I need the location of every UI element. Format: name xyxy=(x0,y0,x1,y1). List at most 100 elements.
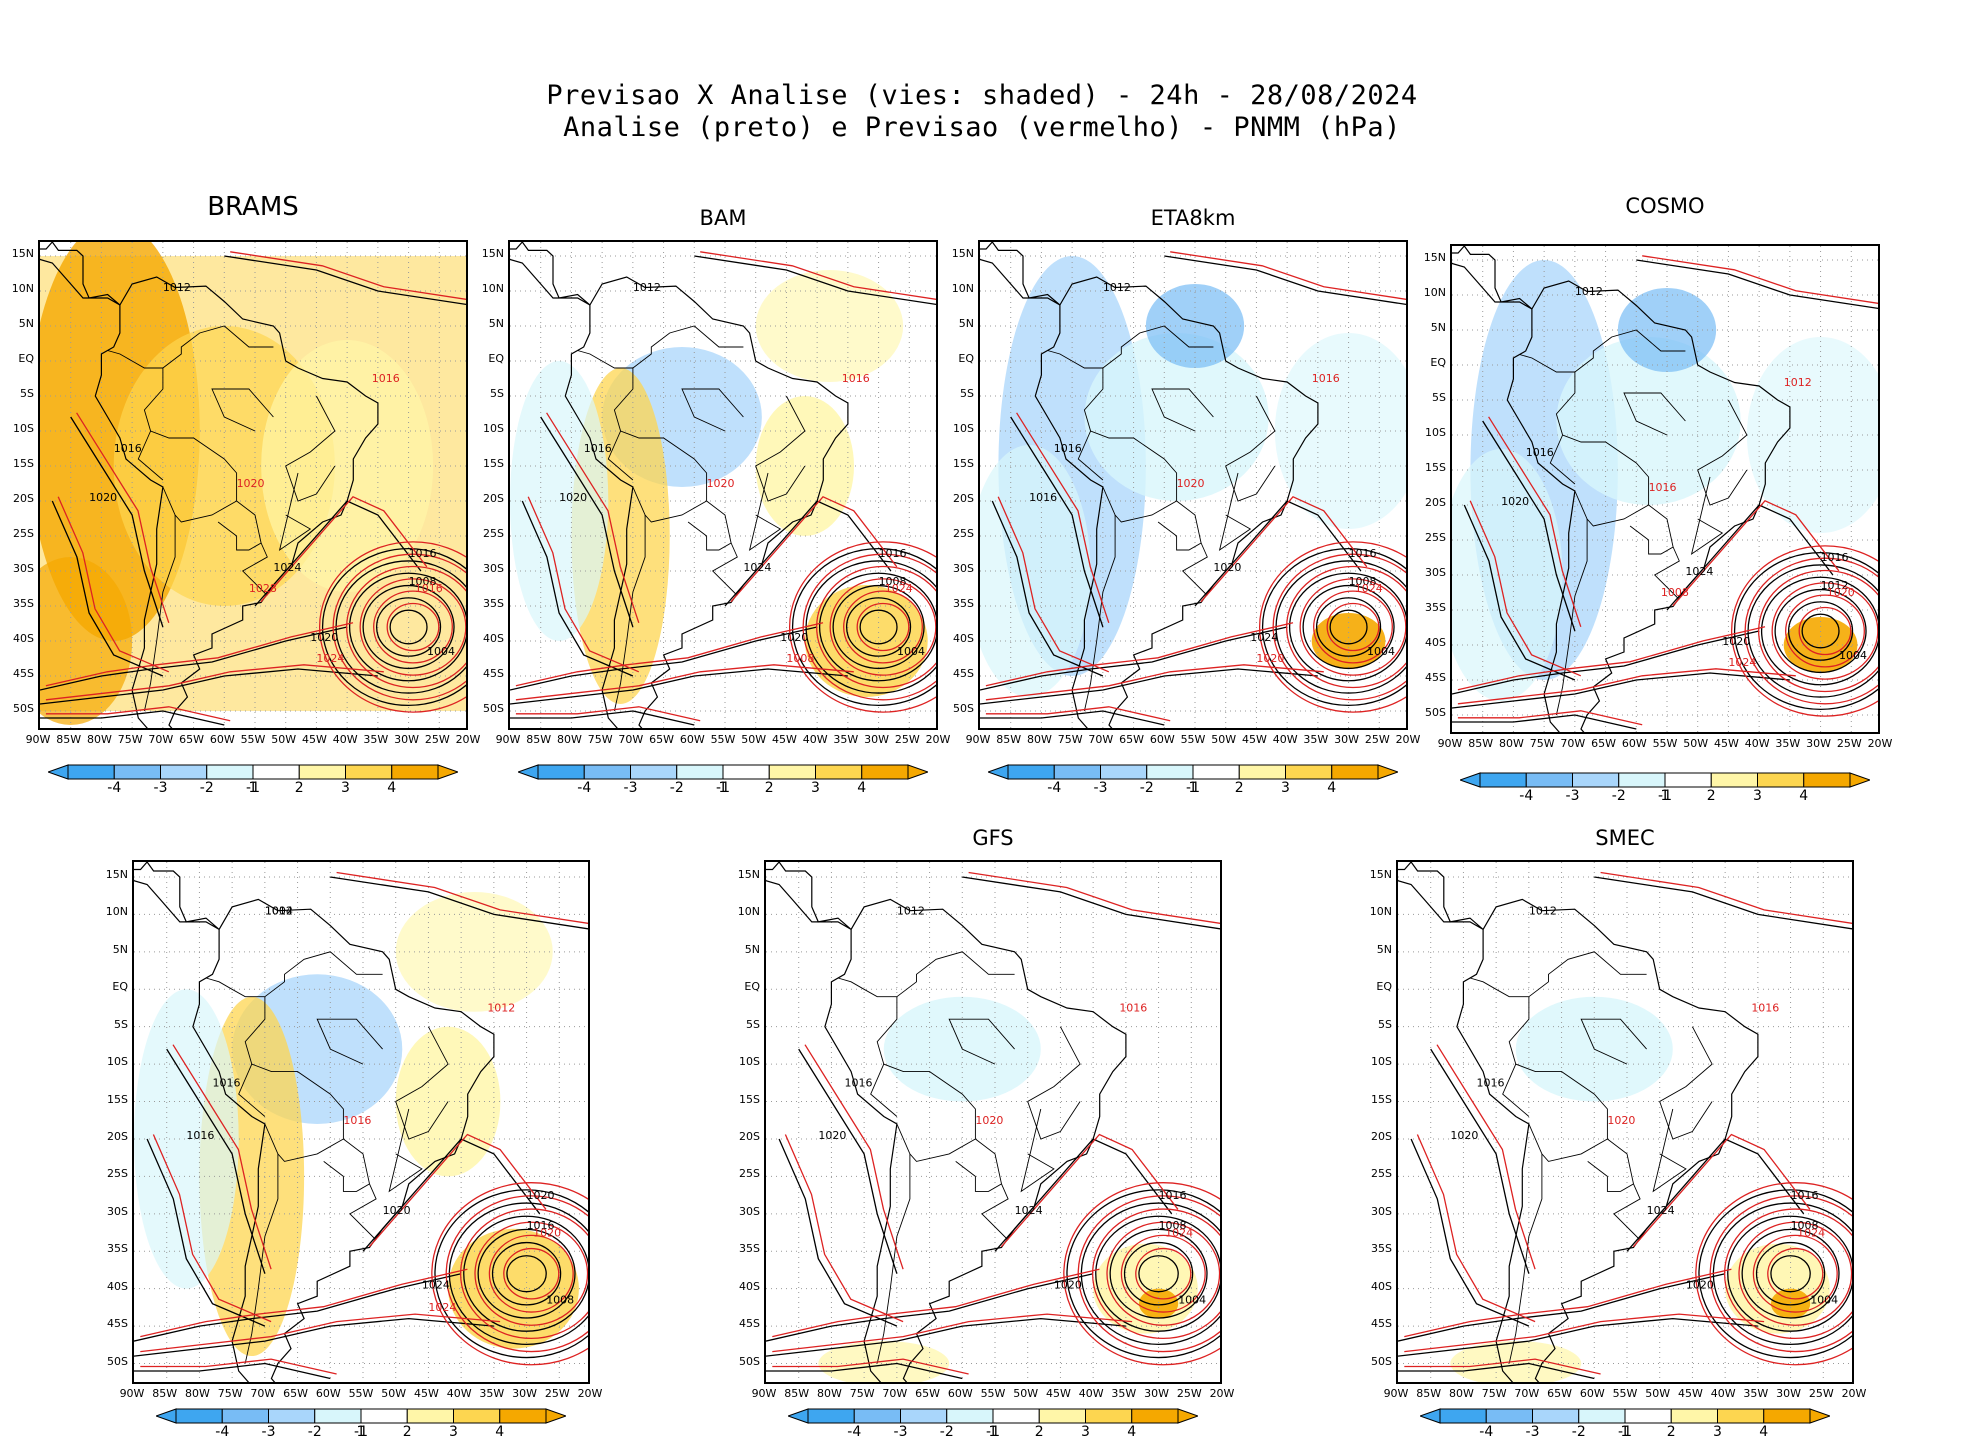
colorbar-swatch xyxy=(345,764,393,780)
lat-label: EQ xyxy=(18,352,34,365)
lat-label: 5S xyxy=(1432,391,1446,404)
lat-label: 25S xyxy=(1425,531,1446,544)
lat-label: 10N xyxy=(737,905,760,919)
lon-label: 80W xyxy=(556,733,582,746)
lat-label: 10S xyxy=(1371,1055,1392,1069)
map-canvas: 1012 1016 1020 1024 1020 1016 1008 1004 1016 1020… xyxy=(766,862,1220,1382)
colorbar-swatch xyxy=(175,1408,223,1424)
colorbar-swatch xyxy=(946,1408,994,1424)
lat-label: 10N xyxy=(951,282,974,295)
isobar-label: 1008 xyxy=(1661,586,1689,599)
lat-label: 40S xyxy=(107,1279,128,1293)
colorbar-arrow-high xyxy=(1177,1408,1200,1424)
forecast-isobars xyxy=(1457,255,1878,726)
lon-label: 85W xyxy=(784,1387,810,1400)
lon-label: 60W xyxy=(209,733,235,746)
lon-label: 75W xyxy=(217,1387,243,1400)
colorbar-swatch xyxy=(206,764,254,780)
lat-label: 50S xyxy=(13,702,34,715)
lon-label: 70W xyxy=(1514,1387,1540,1400)
isobar-label: 1004 xyxy=(1178,1294,1206,1307)
colorbar-arrow-high xyxy=(437,764,460,780)
isobar-label: 1012 xyxy=(633,281,661,294)
colorbar-swatch xyxy=(1618,772,1666,788)
lat-label: 45S xyxy=(739,1317,760,1331)
lon-label: 30W xyxy=(1806,737,1831,750)
isobar-label: 1016 xyxy=(213,1077,241,1090)
lat-label: 35S xyxy=(1425,601,1446,614)
colorbar-arrow-low xyxy=(786,1408,809,1424)
map-canvas: 1012 1016 1020 1024 1020 1016 1008 1004 1016 1020… xyxy=(510,242,936,728)
colorbar-label: -4 xyxy=(1479,1424,1494,1440)
colorbar-swatch xyxy=(1007,764,1055,780)
isobar-label: 1024 xyxy=(1797,1226,1825,1239)
colorbar-label: 2 xyxy=(1234,780,1244,796)
colorbar-swatch xyxy=(1803,772,1851,788)
bias-area xyxy=(1556,337,1741,505)
isobar-label: 1012 xyxy=(265,904,293,917)
lat-label: 15S xyxy=(107,1092,128,1106)
lon-label: 70W xyxy=(1088,733,1114,746)
lon-label: 65W xyxy=(1119,733,1144,746)
colorbar-arrow-low xyxy=(986,764,1009,780)
lon-label: 90W xyxy=(965,733,991,746)
colorbar-label: -1 xyxy=(716,780,730,796)
colorbar-swatch xyxy=(1670,1408,1718,1424)
lon-label: 60W xyxy=(1621,737,1647,750)
colorbar-label: 1 xyxy=(1620,1424,1630,1440)
lon-label: 30W xyxy=(1776,1387,1801,1400)
isobar-label: 1024 xyxy=(1250,631,1278,644)
lat-label: 20S xyxy=(1371,1129,1392,1143)
colorbar-swatch xyxy=(1085,1408,1133,1424)
colorbar-swatch xyxy=(160,764,208,780)
lat-label: 45S xyxy=(1371,1317,1392,1331)
lon-label: 85W xyxy=(1468,737,1494,750)
lat-label: 30S xyxy=(107,1204,128,1218)
bias-area xyxy=(510,361,609,641)
colorbar-arrow-low xyxy=(1458,772,1481,788)
lat-label: 30S xyxy=(1425,566,1446,579)
lat-label: EQ xyxy=(488,352,504,365)
colorbar-arrow-low xyxy=(1418,1408,1441,1424)
lon-label: 35W xyxy=(1775,737,1801,750)
isobar-label: 1020 xyxy=(1827,586,1855,599)
bias-area xyxy=(1746,337,1878,533)
lon-label: 20W xyxy=(1395,733,1421,746)
lon-label: 25W xyxy=(1836,737,1862,750)
colorbar-label: 4 xyxy=(1327,780,1337,796)
analysis-isobars xyxy=(766,876,1220,1380)
lat-label: 15S xyxy=(739,1092,760,1106)
lon-label: 30W xyxy=(394,733,419,746)
colorbar-swatch xyxy=(815,764,863,780)
lat-label: 10S xyxy=(483,422,504,435)
colorbar-label: 4 xyxy=(857,780,867,796)
isobar-label: 1020 xyxy=(310,631,338,644)
lon-label: 40W xyxy=(332,733,358,746)
lat-label: 15N xyxy=(737,867,760,881)
lat-label: 15S xyxy=(953,457,974,470)
lon-label: 25W xyxy=(544,1387,570,1400)
isobar-label: 1012 xyxy=(1784,376,1812,389)
panel-title-eta8km: ETA8km xyxy=(1150,206,1236,230)
lon-label: 80W xyxy=(86,733,112,746)
colorbar-label: 3 xyxy=(449,1424,458,1440)
colorbar-swatch xyxy=(630,764,678,780)
lon-label: 90W xyxy=(1437,737,1463,750)
lon-label: 40W xyxy=(802,733,828,746)
colorbar-label: 1 xyxy=(356,1424,366,1440)
lat-label: 10S xyxy=(739,1055,760,1069)
isobar-label: 1020 xyxy=(1686,1279,1714,1292)
colorbar-label: -4 xyxy=(215,1424,230,1440)
isobar-label: 1024 xyxy=(428,1301,456,1314)
lon-label: 90W xyxy=(495,733,521,746)
isobar-label: 1016 xyxy=(1751,1002,1779,1015)
map-panel-brams: 1012 1016 1020 1024 1020 1016 1008 1004 1016 1020… xyxy=(38,240,468,730)
colorbar-swatch xyxy=(900,1408,948,1424)
isobar-label: 1004 xyxy=(1367,645,1395,658)
lat-label: 40S xyxy=(953,632,974,645)
isobar-label: 1016 xyxy=(879,547,907,560)
colorbar-swatch xyxy=(1053,764,1101,780)
bias-area xyxy=(1274,333,1406,529)
map-panel-cosmo: 1012 1016 1020 1024 1020 1016 1012 1004 1012 1016… xyxy=(1450,244,1880,734)
lon-label: 35W xyxy=(479,1387,505,1400)
